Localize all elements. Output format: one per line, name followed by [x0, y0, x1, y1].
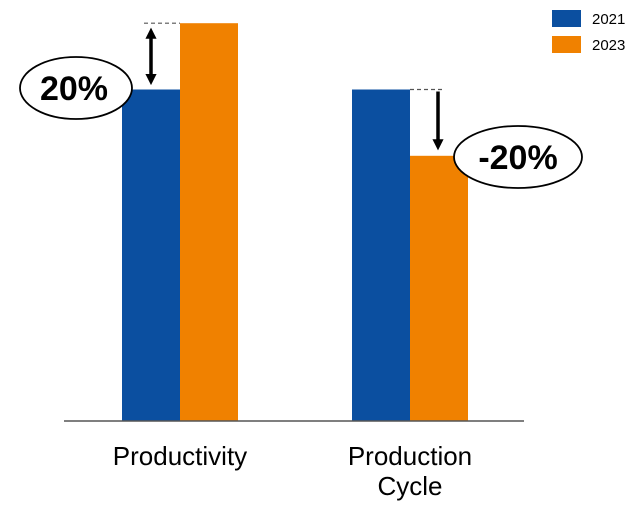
bar-productivity-2023	[180, 23, 238, 422]
bar-production-cycle-2021	[352, 89, 410, 421]
callout-text: -20%	[478, 139, 557, 177]
category-label-productivity: Productivity	[113, 441, 247, 471]
annotation-production-cycle: -20%	[410, 88, 583, 189]
legend: 2021 2023	[552, 10, 625, 54]
annotations-layer: 20% -20%	[19, 22, 583, 189]
bar-productivity-2021	[122, 89, 180, 421]
annotation-productivity: 20%	[19, 22, 180, 120]
callout-bubble	[19, 56, 133, 120]
legend-swatch-2023	[552, 36, 581, 53]
category-labels: Productivity Production Cycle	[113, 441, 472, 501]
callout-bubble	[453, 125, 583, 189]
callout-text: 20%	[40, 70, 108, 108]
legend-swatch-2021	[552, 10, 581, 27]
bar-production-cycle-2023	[410, 155, 468, 421]
bars-layer	[122, 23, 468, 422]
category-label-production-cycle: Production Cycle	[348, 441, 472, 501]
legend-label-2021: 2021	[592, 11, 625, 28]
legend-label-2023: 2023	[592, 37, 625, 54]
